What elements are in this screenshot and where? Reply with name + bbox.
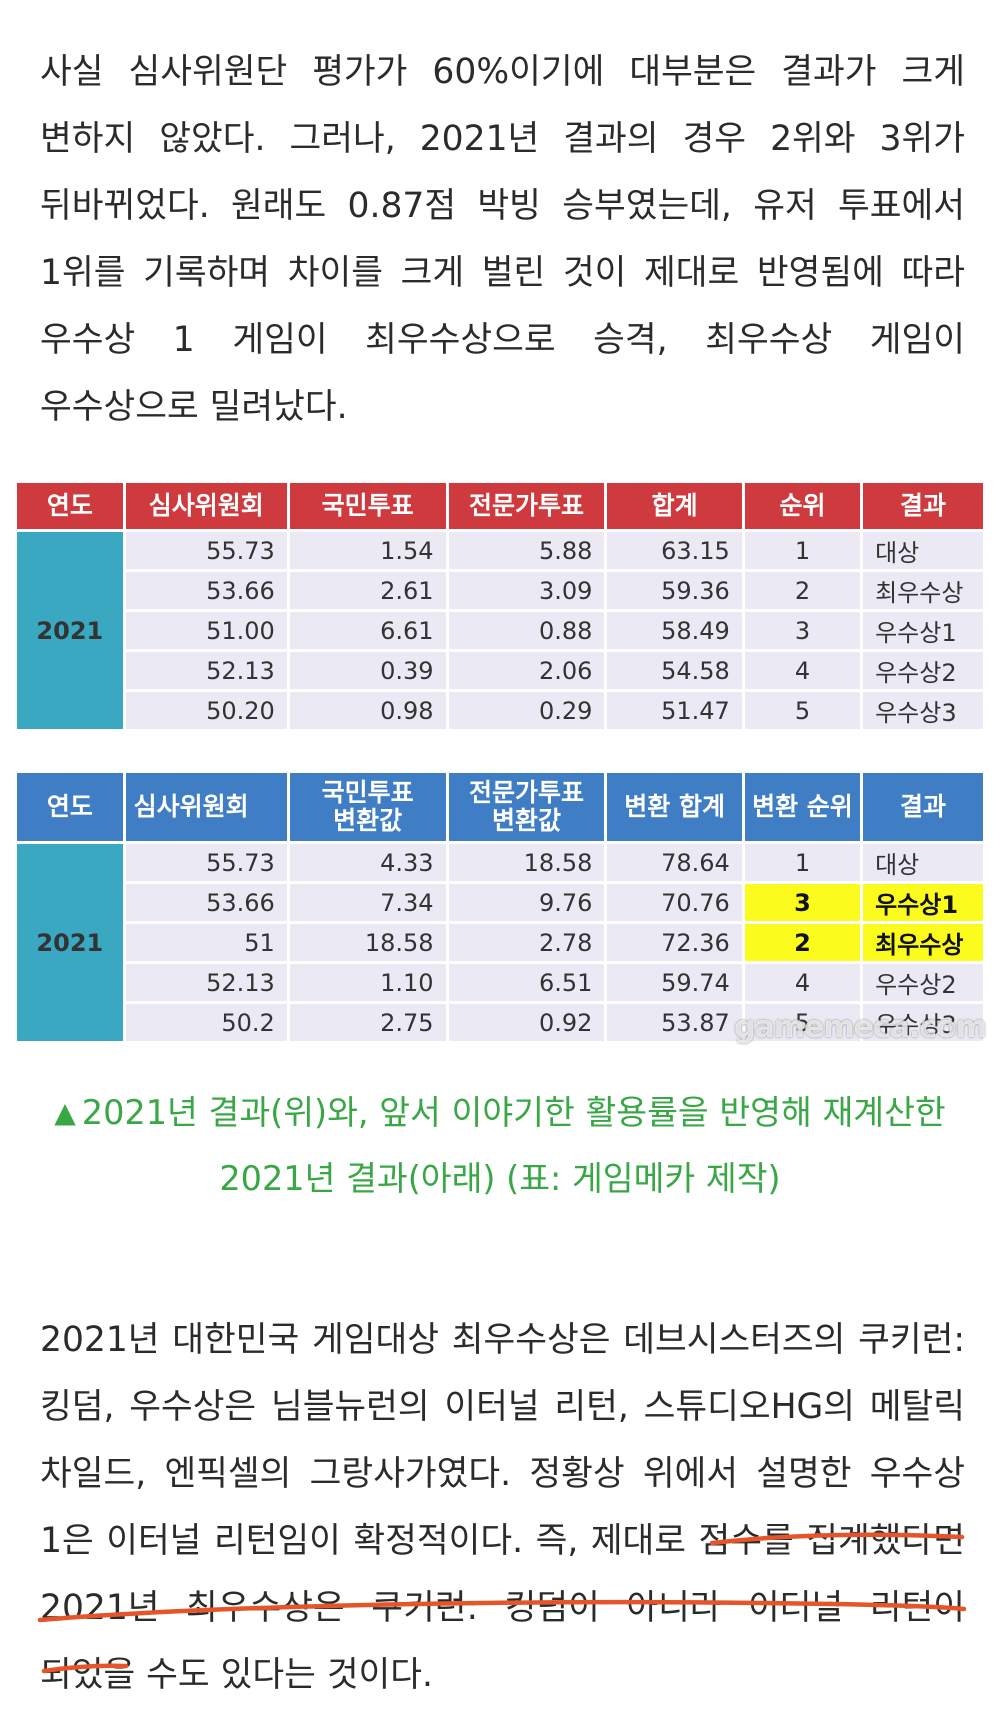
cell-total: 59.74 [607,964,742,1001]
watermark: gamemeca.com [734,1010,987,1045]
cell-total: 78.64 [607,844,742,881]
cell-rank: 4 [744,652,861,689]
cell-total: 53.87 [607,1004,742,1041]
cell-result: 대상 [863,532,983,569]
cell-result: 최우수상 [863,572,983,609]
table-row: 53.66 2.61 3.09 59.36 2 최우수상 [17,572,983,609]
converted-results-table: 연도 심사위원회 국민투표 변환값 전문가투표 변환값 변환 합계 변환 순위 … [14,770,986,1044]
cell-expert-vote: 2.06 [448,652,605,689]
header-year: 연도 [17,483,123,529]
table-row: 2021 55.73 4.33 18.58 78.64 1 대상 [17,844,983,1041]
cell-total: 59.36 [607,572,742,609]
cell-expert-vote: 0.92 [448,1004,605,1041]
cell-rank: 5 [744,1004,861,1041]
cell-expert-vote: 0.29 [448,692,605,729]
table-row: 52.13 0.39 2.06 54.58 4 우수상2 [17,652,983,689]
cell-rank: 1 [744,532,861,569]
table-row: 50.20 0.98 0.29 51.47 5 우수상3 [17,692,983,729]
header-public-vote-converted: 국민투표 변환값 [289,773,446,841]
cell-judges: 50.20 [125,692,287,729]
caption-line-2: 2021년 결과(아래) (표: 게임메카 제작) [219,1159,781,1198]
cell-result: 우수상3 [863,1004,983,1041]
cell-expert-vote: 2.78 [448,924,605,961]
header-public-vote: 국민투표 [289,483,446,529]
cell-judges: 55.73 [125,844,287,881]
cell-result-highlighted: 우수상1 [863,884,983,921]
cell-rank: 2 [744,572,861,609]
cell-result-highlighted: 최우수상 [863,924,983,961]
cell-expert-vote: 6.51 [448,964,605,1001]
cell-judges: 53.66 [125,884,287,921]
cell-judges: 52.13 [125,964,287,1001]
header-total: 합계 [607,483,742,529]
cell-public-vote: 0.98 [289,692,446,729]
header-result: 결과 [863,773,983,841]
cell-rank: 5 [744,692,861,729]
cell-public-vote: 4.33 [289,844,446,881]
cell-total: 70.76 [607,884,742,921]
cell-rank-highlighted: 3 [744,884,861,921]
cell-total: 63.15 [607,532,742,569]
cell-total: 54.58 [607,652,742,689]
paragraph-top: 사실 심사위원단 평가가 60%이기에 대부분은 결과가 크게 변하지 않았다.… [40,51,965,427]
caption-text-1: 2021년 결과(위)와, 앞서 이야기한 활용률을 반영해 재계산한 [81,1093,946,1132]
cell-judges: 53.66 [125,572,287,609]
table-header-row: 연도 심사위원회 국민투표 전문가투표 합계 순위 결과 [17,483,983,529]
cell-expert-vote: 5.88 [448,532,605,569]
cell-expert-vote: 18.58 [448,844,605,881]
cell-public-vote: 18.58 [289,924,446,961]
cell-judges: 51 [125,924,287,961]
header-expert-vote-converted: 전문가투표 변환값 [448,773,605,841]
header-result: 결과 [863,483,983,529]
table-row: 51.00 6.61 0.88 58.49 3 우수상1 [17,612,983,649]
year-cell: 2021 [17,532,123,729]
cell-public-vote: 2.75 [289,1004,446,1041]
header-expert-vote: 전문가투표 [448,483,605,529]
cell-result: 우수상3 [863,692,983,729]
cell-public-vote: 6.61 [289,612,446,649]
cell-result: 우수상2 [863,964,983,1001]
cell-judges: 50.2 [125,1004,287,1041]
cell-rank-highlighted: 2 [744,924,861,961]
cell-rank: 1 [744,844,861,881]
cell-public-vote: 0.39 [289,652,446,689]
table-row: 53.66 7.34 9.76 70.76 3 우수상1 [17,884,983,921]
table-row: 51 18.58 2.78 72.36 2 최우수상 [17,924,983,961]
cell-rank: 3 [744,612,861,649]
cell-total: 58.49 [607,612,742,649]
header-judges: 심사위원회 [125,773,287,841]
header-judges: 심사위원회 [125,483,287,529]
cell-result: 우수상2 [863,652,983,689]
table-header-row: 연도 심사위원회 국민투표 변환값 전문가투표 변환값 변환 합계 변환 순위 … [17,773,983,841]
cell-expert-vote: 3.09 [448,572,605,609]
cell-judges: 51.00 [125,612,287,649]
original-results-table: 연도 심사위원회 국민투표 전문가투표 합계 순위 결과 2021 55.73 … [14,480,986,732]
cell-expert-vote: 0.88 [448,612,605,649]
cell-result: 대상 [863,844,983,881]
header-converted-rank: 변환 순위 [744,773,861,841]
cell-expert-vote: 9.76 [448,884,605,921]
cell-judges: 52.13 [125,652,287,689]
table-row: 50.2 2.75 0.92 53.87 5 우수상3 [17,1004,983,1041]
caption-line-1: ▲ 2021년 결과(위)와, 앞서 이야기한 활용률을 반영해 재계산한 [0,1080,1000,1146]
header-converted-total: 변환 합계 [607,773,742,841]
cell-rank: 4 [744,964,861,1001]
cell-result: 우수상1 [863,612,983,649]
cell-public-vote: 7.34 [289,884,446,921]
header-rank: 순위 [744,483,861,529]
year-cell: 2021 [17,844,123,1041]
header-year: 연도 [17,773,123,841]
cell-total: 72.36 [607,924,742,961]
cell-public-vote: 1.10 [289,964,446,1001]
cell-total: 51.47 [607,692,742,729]
cell-public-vote: 1.54 [289,532,446,569]
table-row: 52.13 1.10 6.51 59.74 4 우수상2 [17,964,983,1001]
paragraph-bottom: 2021년 대한민국 게임대상 최우수상은 데브시스터즈의 쿠키런: 킹덤, 우… [40,1319,965,1695]
triangle-up-icon: ▲ [54,1096,76,1129]
cell-public-vote: 2.61 [289,572,446,609]
table-row: 2021 55.73 1.54 5.88 63.15 1 대상 [17,532,983,729]
cell-judges: 55.73 [125,532,287,569]
